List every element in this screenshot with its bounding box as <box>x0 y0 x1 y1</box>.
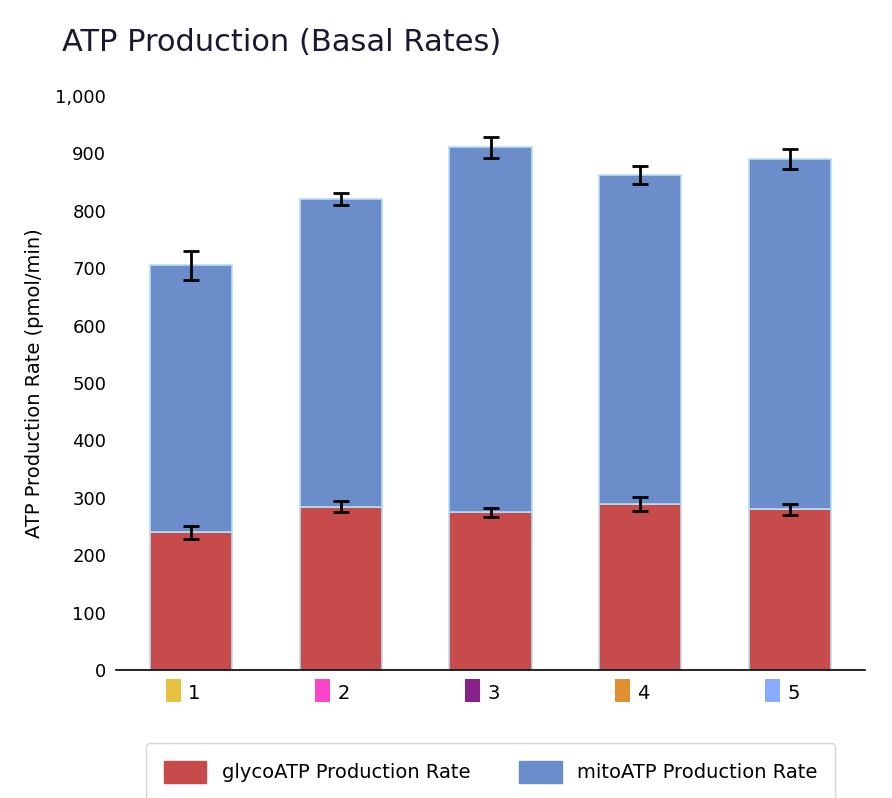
Legend: glycoATP Production Rate, mitoATP Production Rate: glycoATP Production Rate, mitoATP Produc… <box>146 743 835 798</box>
Text: ATP Production (Basal Rates): ATP Production (Basal Rates) <box>62 28 501 57</box>
Text: 2: 2 <box>338 684 351 703</box>
Bar <box>615 679 630 702</box>
Text: 5: 5 <box>787 684 799 703</box>
Bar <box>599 504 681 670</box>
Bar <box>300 200 382 507</box>
Bar <box>599 175 681 504</box>
Bar <box>450 148 532 512</box>
Bar <box>450 512 532 670</box>
Bar <box>300 507 382 670</box>
Bar <box>465 679 480 702</box>
Bar <box>150 265 232 532</box>
Text: 3: 3 <box>488 684 500 703</box>
Bar <box>166 679 181 702</box>
Bar <box>316 679 330 702</box>
Bar <box>749 509 831 670</box>
Text: 4: 4 <box>637 684 649 703</box>
Y-axis label: ATP Production Rate (pmol/min): ATP Production Rate (pmol/min) <box>25 228 45 538</box>
Bar <box>749 159 831 509</box>
Text: 1: 1 <box>188 684 201 703</box>
Bar <box>764 679 780 702</box>
Bar <box>150 532 232 670</box>
